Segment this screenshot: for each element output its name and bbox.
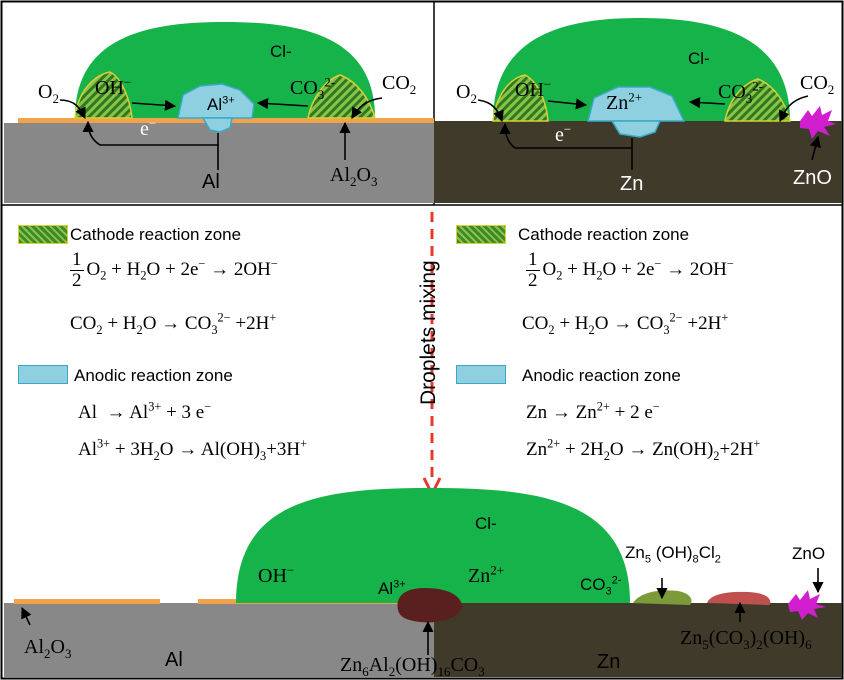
oh-label-bottom: OH−: [258, 562, 295, 587]
oh-label-right: OH−: [515, 76, 552, 101]
al-metal-label: Al: [202, 171, 220, 193]
al-substrate-bottom: [4, 603, 434, 677]
anode-swatch-right: [456, 365, 506, 384]
cath-eq2-right: CO2 + H2O → CO32− +2H+: [522, 310, 729, 337]
anod-eq2-right: Zn2+ + 2H2O → Zn(OH)2+2H+: [526, 436, 761, 463]
co2-label-right: CO2: [800, 72, 835, 97]
al-substrate: [4, 123, 434, 203]
chloride-label-left: Cl-: [270, 42, 292, 61]
droplet-mixed: [236, 488, 630, 603]
anode-title-right: Anodic reaction zone: [522, 366, 681, 385]
anode-zone-left: [177, 83, 255, 119]
cathode-swatch-right: [456, 225, 506, 244]
co3-label-bottom: CO32-: [580, 574, 622, 598]
droplet-left: [75, 22, 375, 118]
co3-label-left: CO32-: [290, 74, 336, 102]
droplet-right: [493, 18, 790, 121]
ldh-deposit: [397, 588, 462, 623]
chloride-label-right: Cl-: [688, 49, 710, 68]
anode-pit-right: [610, 120, 662, 138]
zno-label-top: ZnO: [793, 167, 832, 189]
al-ion-label: Al3+: [207, 94, 235, 114]
anode-title-left: Anodic reaction zone: [74, 366, 233, 385]
anode-pit-left: [201, 117, 233, 133]
co2-label-left: CO2: [382, 72, 417, 97]
anod-eq2-left: Al3+ + 3H2O → Al(OH)3+3H+: [78, 436, 308, 463]
al2o3-label-top: Al2O3: [330, 164, 378, 189]
cathode-title-left: Cathode reaction zone: [70, 225, 242, 244]
chloride-label-bottom: Cl-: [475, 514, 497, 533]
cathode-title-right: Cathode reaction zone: [518, 225, 690, 244]
anode-zone-right: [587, 86, 686, 122]
co3-label-right: CO32-: [718, 78, 764, 106]
zn-label-bottom: Zn: [597, 651, 621, 673]
al-ion-label-bottom: Al3+: [378, 578, 406, 598]
zn5ohcl-label: Zn5 (OH)8Cl2: [625, 543, 721, 566]
cathode-zone-left-a: [74, 71, 133, 119]
al2o3-label-bottom: Al2O3: [24, 636, 72, 661]
cathode-swatch-left: [18, 225, 68, 244]
cath-eq2-left: CO2 + H2O → CO32− +2H+: [70, 310, 277, 337]
zn-metal-label: Zn: [620, 173, 644, 195]
oh-label-left: OH−: [95, 74, 132, 99]
cath-eq1-right: 1 2 O2 + H2O + 2e− → 2OH−: [526, 249, 734, 291]
al2o3-layer-bottom-a: [14, 599, 160, 604]
droplets-mixing-label: Droplets mixing: [417, 260, 440, 405]
o2-label-left: O2: [38, 81, 59, 106]
cath-eq1-left: 1 2 O2 + H2O + 2e− → 2OH−: [70, 249, 278, 291]
zn5co3-deposit: [707, 591, 771, 605]
zno-deposit-bottom: [788, 590, 826, 620]
zn5co3-label: Zn5(CO3)2(OH)6: [680, 627, 812, 652]
anod-eq1-left: Al → Al3+ + 3 e−: [78, 399, 212, 423]
al-label-bottom: Al: [165, 649, 183, 671]
zn-substrate-bottom: [434, 603, 842, 677]
cathode-zone-right-a: [492, 74, 549, 122]
anode-swatch-left: [18, 365, 68, 384]
electron-label-left: e−: [140, 115, 157, 140]
electron-label-right: e−: [555, 121, 572, 146]
zno-deposit-top: [800, 106, 836, 139]
zno-label-bottom: ZnO: [792, 544, 826, 563]
anod-eq1-right: Zn → Zn2+ + 2 e−: [526, 399, 660, 423]
zn-ion-label: Zn2+: [606, 89, 643, 114]
zn-ion-label-bottom: Zn2+: [468, 562, 505, 587]
o2-label-right: O2: [456, 81, 477, 106]
ldh-label: Zn6Al2(OH)16CO3: [340, 654, 485, 679]
